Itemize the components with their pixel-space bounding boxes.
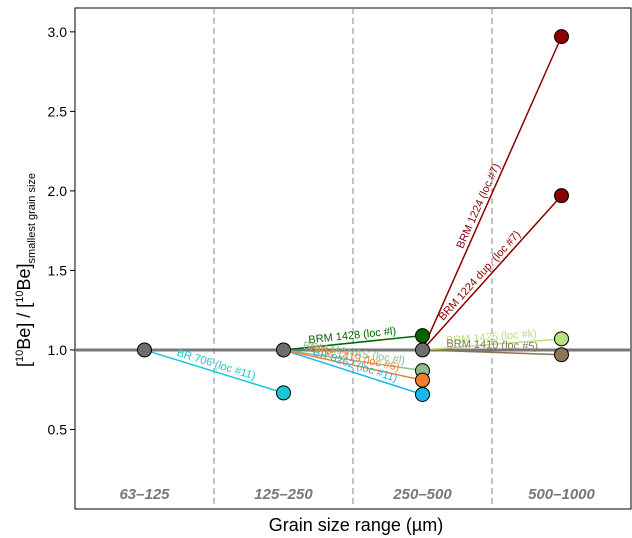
series-line [283, 349, 423, 396]
y-label-open: [ [14, 362, 34, 367]
category-label: 125–250 [254, 486, 313, 503]
series-line [421, 195, 563, 351]
y-tick-label: 1.0 [48, 342, 68, 358]
y-axis-label: [10Be] / [10Be]smallest grain size [14, 173, 38, 367]
y-label-mid1: Be] / [ [14, 303, 34, 350]
data-point [554, 347, 569, 363]
category-label: 250–500 [392, 486, 452, 503]
y-tick-label: 2.5 [48, 103, 68, 119]
axis-layer: 63–125 125–250 250–500 500–1000 0.5 1.0 1.5 2.0… [48, 24, 596, 503]
series-label: BRM 1224 (loc #7) [455, 162, 503, 251]
series-line [283, 334, 423, 351]
data-point [415, 386, 430, 402]
y-tick-label: 0.5 [48, 421, 68, 437]
y-tick-label: 3.0 [48, 24, 68, 40]
series-label: BRM 1410 (loc #5) [446, 338, 538, 353]
series-line [144, 349, 284, 394]
reference-point [137, 342, 152, 358]
reference-point [415, 342, 430, 358]
reference-point [276, 342, 291, 358]
x-axis-label: Grain size range (µm) [269, 515, 443, 535]
plot-area [74, 7, 632, 510]
series-label: BR 706 (loc #11) [175, 347, 257, 383]
y-label-sup1: 10 [14, 350, 26, 362]
series-line [421, 36, 563, 351]
series-line [422, 349, 562, 356]
y-tick-label: 2.0 [48, 183, 68, 199]
y-label-sup2: 10 [14, 290, 26, 302]
data-point [554, 188, 569, 204]
data-point [415, 372, 430, 388]
data-point [554, 29, 569, 45]
data-point [415, 328, 430, 344]
category-label: 63–125 [119, 486, 170, 503]
series-line [283, 349, 423, 381]
y-label-mid2: Be] [14, 263, 34, 290]
y-tick-label: 1.5 [48, 262, 68, 278]
series-layer: BR 706 (loc #11)BRM 1428 (loc #l)BR 8262… [137, 29, 569, 402]
data-point [554, 331, 569, 347]
series-label: BRM 1224 dup. (loc #7) [437, 229, 524, 323]
y-label-sub: smallest grain size [26, 173, 38, 263]
data-point [276, 385, 291, 401]
series-line [283, 349, 423, 372]
series-line [422, 338, 562, 351]
category-label: 500–1000 [528, 486, 595, 503]
